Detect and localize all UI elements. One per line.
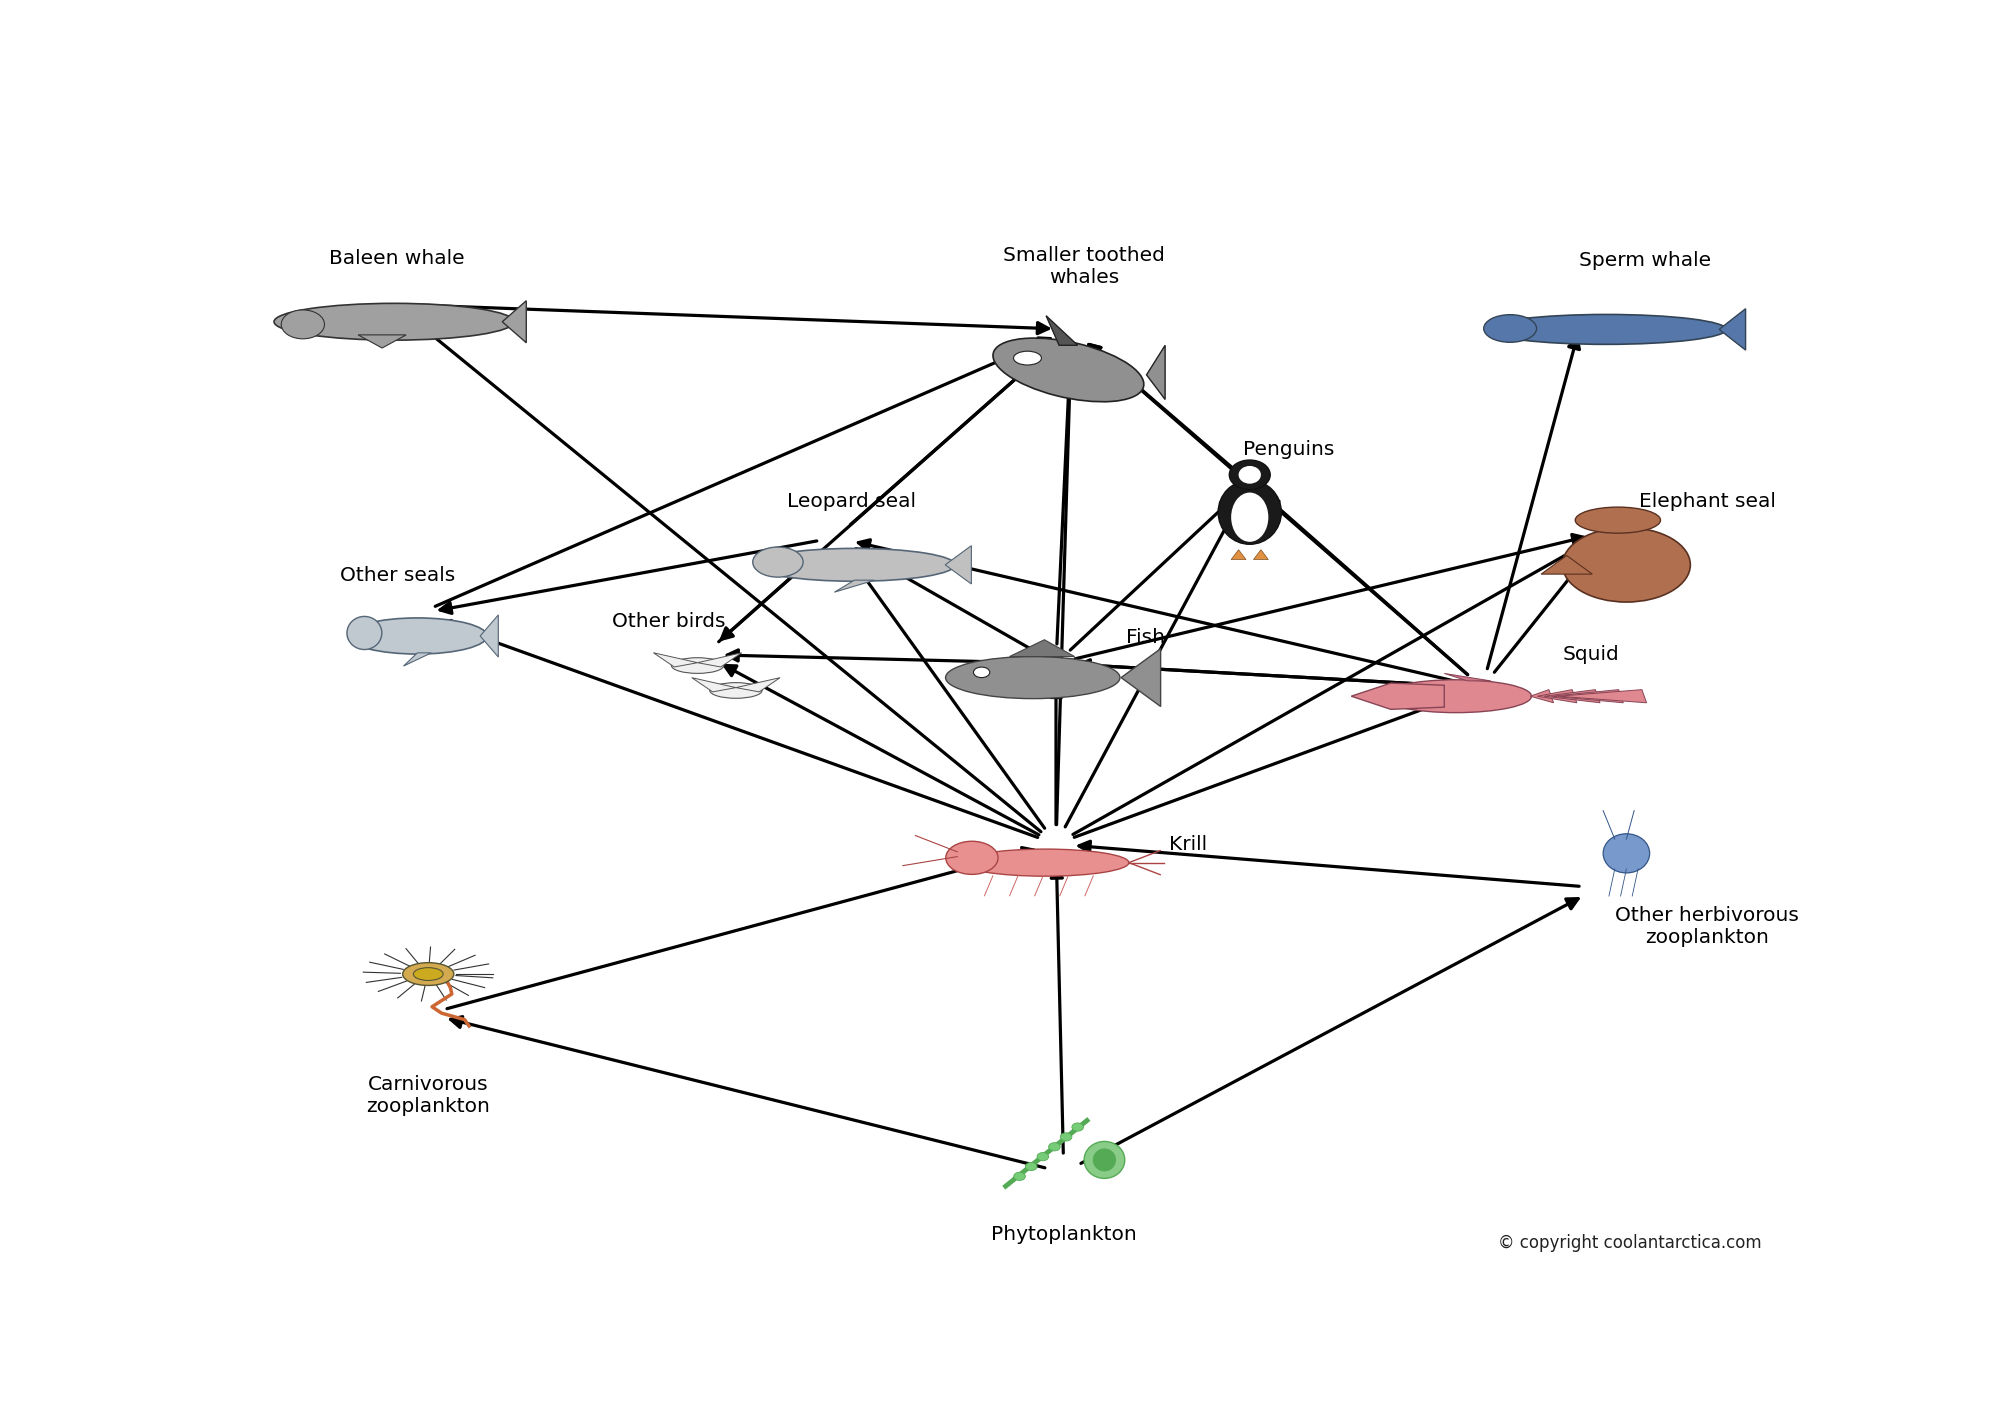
- Text: Elephant seal: Elephant seal: [1638, 492, 1776, 510]
- Text: Krill: Krill: [1168, 835, 1206, 853]
- Ellipse shape: [1060, 1133, 1072, 1140]
- Polygon shape: [1146, 346, 1166, 400]
- Polygon shape: [736, 678, 780, 693]
- Polygon shape: [1444, 674, 1490, 681]
- Ellipse shape: [346, 616, 382, 650]
- Ellipse shape: [992, 338, 1144, 402]
- Polygon shape: [946, 546, 972, 584]
- Ellipse shape: [1038, 1152, 1048, 1160]
- Polygon shape: [1254, 550, 1268, 560]
- Text: Sperm whale: Sperm whale: [1578, 250, 1712, 270]
- Ellipse shape: [1232, 492, 1268, 542]
- Polygon shape: [358, 336, 406, 348]
- Text: © copyright coolantarctica.com: © copyright coolantarctica.com: [1498, 1234, 1762, 1253]
- Text: Leopard seal: Leopard seal: [786, 492, 916, 510]
- Polygon shape: [1558, 690, 1646, 702]
- Ellipse shape: [754, 549, 956, 582]
- Ellipse shape: [274, 303, 514, 340]
- Ellipse shape: [1048, 1143, 1060, 1150]
- Polygon shape: [1720, 309, 1746, 350]
- Ellipse shape: [414, 967, 444, 980]
- Polygon shape: [834, 580, 874, 592]
- Text: Fish: Fish: [1126, 627, 1166, 647]
- Ellipse shape: [710, 683, 762, 698]
- Ellipse shape: [1380, 680, 1532, 712]
- Polygon shape: [1544, 690, 1600, 702]
- Ellipse shape: [1092, 1149, 1116, 1172]
- Polygon shape: [698, 653, 742, 667]
- Ellipse shape: [402, 963, 454, 985]
- Ellipse shape: [348, 619, 488, 654]
- Text: Penguins: Penguins: [1242, 441, 1334, 459]
- Ellipse shape: [946, 842, 998, 875]
- Ellipse shape: [672, 658, 724, 674]
- Text: Other herbivorous
zooplankton: Other herbivorous zooplankton: [1616, 906, 1798, 947]
- Text: Smaller toothed
whales: Smaller toothed whales: [1002, 246, 1164, 287]
- Ellipse shape: [1604, 833, 1650, 873]
- Polygon shape: [1122, 648, 1160, 707]
- Polygon shape: [1046, 316, 1078, 346]
- Ellipse shape: [752, 547, 804, 577]
- Ellipse shape: [962, 849, 1128, 876]
- Polygon shape: [1232, 550, 1246, 560]
- Ellipse shape: [1218, 481, 1282, 545]
- Ellipse shape: [974, 667, 990, 678]
- Polygon shape: [1352, 683, 1444, 710]
- Ellipse shape: [1072, 1123, 1084, 1130]
- Ellipse shape: [1014, 1172, 1026, 1180]
- Text: Baleen whale: Baleen whale: [330, 249, 466, 267]
- Text: Carnivorous
zooplankton: Carnivorous zooplankton: [366, 1075, 490, 1116]
- Ellipse shape: [1486, 314, 1726, 344]
- Polygon shape: [502, 300, 526, 343]
- Ellipse shape: [1014, 351, 1042, 365]
- Ellipse shape: [1484, 314, 1536, 343]
- Ellipse shape: [282, 310, 324, 338]
- Ellipse shape: [1562, 528, 1690, 602]
- Polygon shape: [1552, 690, 1624, 702]
- Ellipse shape: [1230, 461, 1270, 489]
- Ellipse shape: [1026, 1162, 1038, 1170]
- Polygon shape: [692, 678, 736, 693]
- Polygon shape: [404, 653, 432, 665]
- Polygon shape: [480, 614, 498, 657]
- Text: Other birds: Other birds: [612, 613, 726, 631]
- Ellipse shape: [1576, 508, 1660, 533]
- Ellipse shape: [1084, 1142, 1124, 1179]
- Ellipse shape: [1238, 466, 1260, 483]
- Text: Other seals: Other seals: [340, 566, 454, 586]
- Polygon shape: [1538, 690, 1576, 702]
- Polygon shape: [1542, 556, 1592, 574]
- Text: Phytoplankton: Phytoplankton: [990, 1226, 1136, 1244]
- Polygon shape: [1530, 690, 1554, 702]
- Text: Squid: Squid: [1562, 646, 1620, 664]
- Polygon shape: [654, 653, 698, 667]
- Polygon shape: [1010, 640, 1074, 657]
- Ellipse shape: [946, 657, 1120, 698]
